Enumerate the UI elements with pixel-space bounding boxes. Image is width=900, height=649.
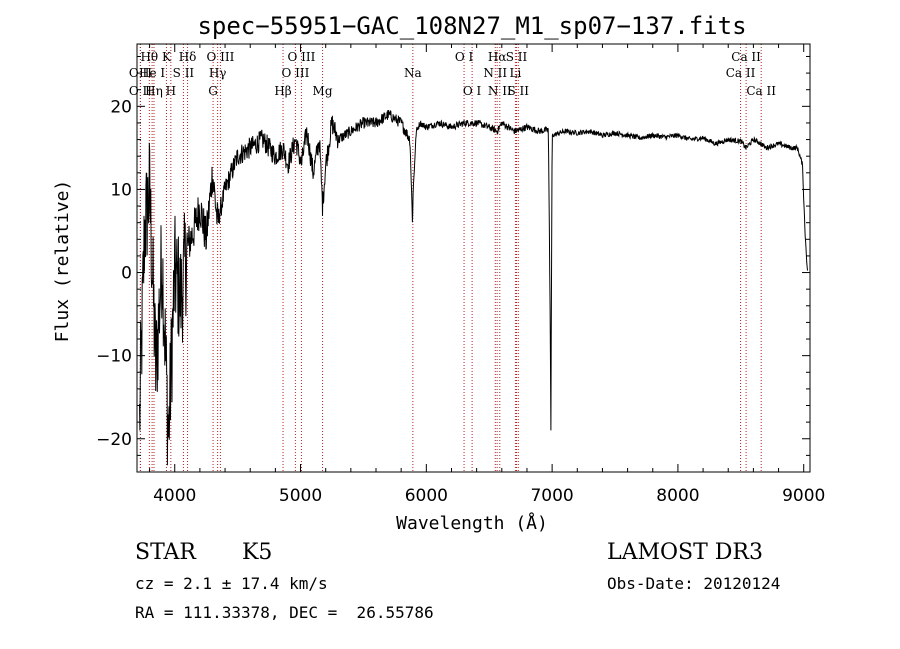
x-axis-ticks: 4000 5000 6000 7000 8000 9000: [149, 44, 825, 506]
object-subclass: K5: [242, 540, 273, 565]
x-axis-label: Wavelength (Å): [396, 512, 548, 534]
line-label: Hδ: [179, 50, 197, 64]
line-label: O III: [287, 50, 315, 64]
x-tick-label: 9000: [782, 486, 825, 506]
line-label: N II: [483, 66, 507, 80]
y-tick-label: −20: [96, 430, 132, 450]
line-label: H: [166, 84, 176, 98]
line-label: S II: [173, 66, 195, 80]
line-label: O I: [455, 50, 474, 64]
y-axis-label: Flux (relative): [52, 180, 73, 343]
line-label: S II: [508, 84, 530, 98]
x-tick-label: 6000: [405, 486, 448, 506]
line-label: N II: [488, 84, 512, 98]
line-label: O II: [129, 84, 152, 98]
line-label: K: [162, 50, 172, 64]
line-label: Hβ: [274, 84, 291, 98]
line-label: Hη: [145, 84, 163, 98]
ra-dec-coordinates: RA = 111.33378, DEC = 26.55786: [135, 603, 434, 622]
object-class: STAR: [135, 540, 196, 565]
line-label: Hα: [488, 50, 507, 64]
x-tick-label: 5000: [279, 486, 322, 506]
line-label: He I: [139, 66, 165, 80]
x-tick-label: 8000: [656, 486, 699, 506]
x-tick-label: 7000: [530, 486, 573, 506]
line-label: Ca II: [726, 66, 756, 80]
line-label: Hγ: [209, 66, 227, 80]
line-label: Ca II: [731, 50, 761, 64]
line-label: Mg: [313, 84, 333, 98]
line-label: Ca II: [746, 84, 776, 98]
plot-frame: [136, 43, 811, 473]
y-tick-label: −10: [96, 347, 132, 367]
observation-date: Obs-Date: 20120124: [607, 574, 781, 593]
y-tick-label: 10: [110, 180, 132, 200]
x-tick-label: 4000: [153, 486, 196, 506]
y-axis-ticks: −20 −10 0 10 20: [96, 55, 810, 456]
line-label: S II: [506, 50, 528, 64]
line-label: Na: [404, 66, 422, 80]
y-tick-label: 0: [121, 264, 132, 284]
survey-name: LAMOST DR3: [607, 540, 763, 565]
line-label: Hθ: [140, 50, 158, 64]
line-label: Li: [509, 66, 521, 80]
chart-title: spec−55951−GAC_108N27_M1_sp07−137.fits: [197, 12, 746, 40]
redshift-cz: cz = 2.1 ± 17.4 km/s: [135, 574, 328, 593]
line-label: O III: [281, 66, 309, 80]
line-label: O I: [463, 84, 482, 98]
emission-line-markers: [139, 44, 762, 472]
line-label: O III: [206, 50, 234, 64]
line-label: G: [208, 84, 218, 98]
y-tick-label: 20: [110, 97, 132, 117]
spectrum-line: [139, 110, 808, 466]
